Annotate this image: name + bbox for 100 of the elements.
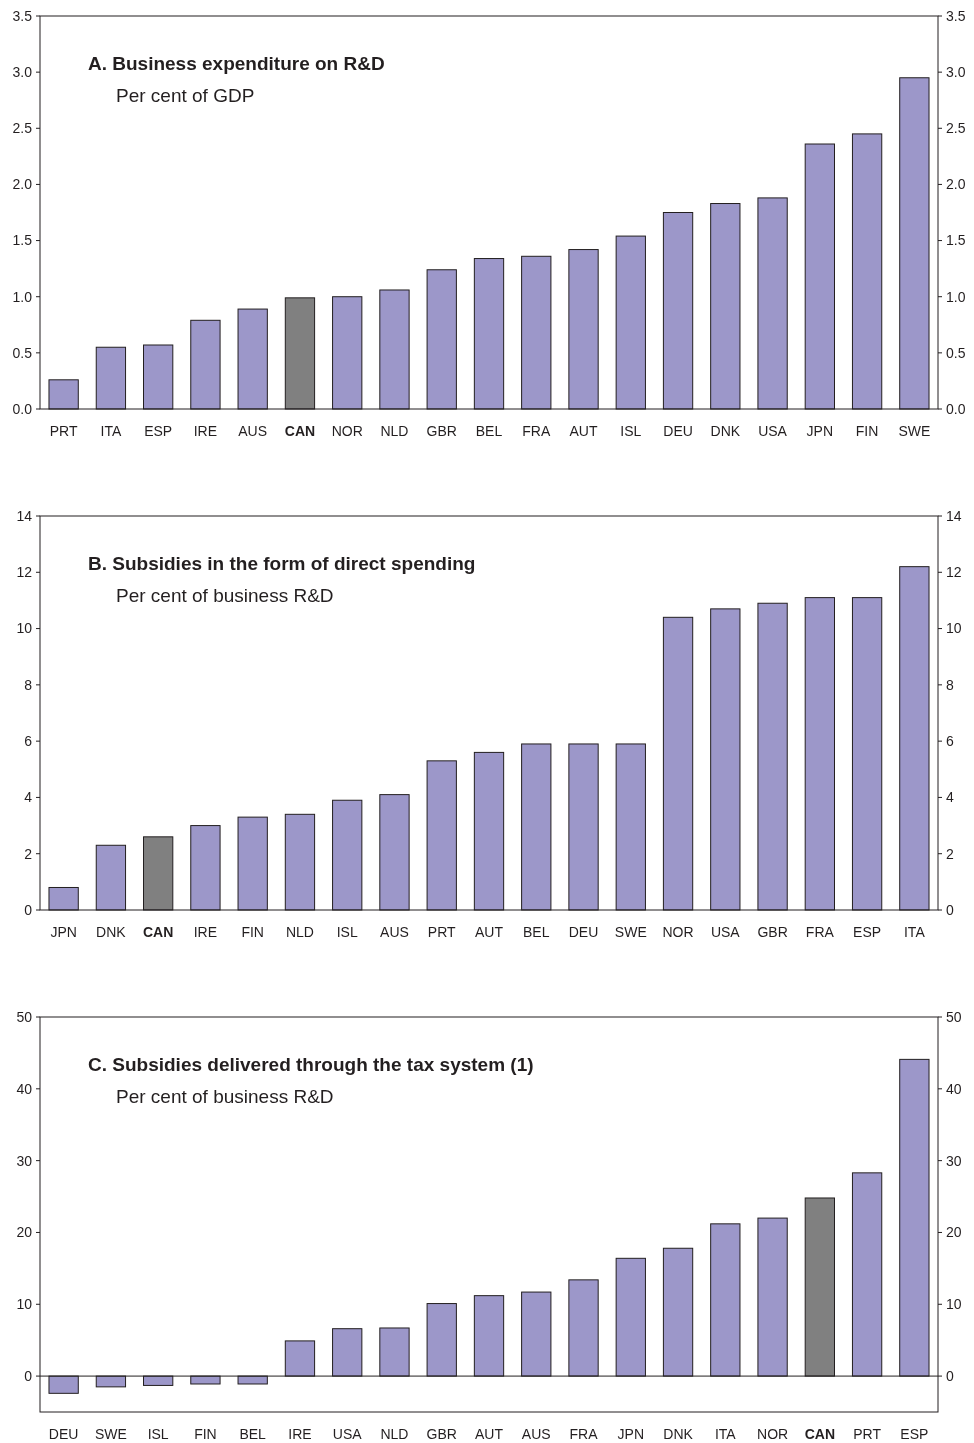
y-tick-label: 3.5 xyxy=(12,7,33,24)
y2-tick-label: 30 xyxy=(946,1152,962,1169)
x-tick-label: NLD xyxy=(380,423,409,439)
x-tick-label: ESP xyxy=(853,924,882,940)
x-tick-label: FRA xyxy=(522,423,551,439)
text: A. Business expenditure on R&D xyxy=(88,53,385,74)
y-tick-label: 14 xyxy=(16,507,33,524)
y2-tick-label: 6 xyxy=(946,733,954,750)
y-tick-label: 6 xyxy=(24,733,33,750)
text: Per cent of GDP xyxy=(116,85,255,106)
x-tick-label: JPN xyxy=(50,924,77,940)
x-tick-label: PRT xyxy=(49,423,78,439)
text: Per cent of business R&D xyxy=(116,1086,334,1107)
y2-tick-label: 2.0 xyxy=(946,176,966,193)
y-tick-label: 1.5 xyxy=(12,232,33,249)
x-tick-label: ESP xyxy=(900,1426,929,1442)
y-tick-label: 8 xyxy=(24,676,33,693)
x-tick-label: ESP xyxy=(144,423,173,439)
y2-tick-label: 20 xyxy=(946,1224,962,1241)
y-tick-label: 12 xyxy=(16,564,33,581)
y2-tick-label: 50 xyxy=(946,1008,962,1025)
x-tick-label: PRT xyxy=(853,1426,882,1442)
x-tick-label: IRE xyxy=(193,924,218,940)
y-tick-label: 0.5 xyxy=(12,344,33,361)
x-tick-label: ITA xyxy=(903,924,926,940)
y-tick-label: 0 xyxy=(24,1367,33,1384)
x-tick-label: DEU xyxy=(48,1426,79,1442)
x-tick-label: ITA xyxy=(100,423,122,439)
x-tick-label: FIN xyxy=(855,423,879,439)
x-tick-label: AUT xyxy=(475,1426,504,1442)
y2-tick-label: 0.0 xyxy=(946,400,966,417)
x-tick-label: ISL xyxy=(147,1426,169,1442)
x-tick-label: FRA xyxy=(805,924,835,940)
y-tick-label: 50 xyxy=(16,1008,33,1025)
x-tick-label: CAN xyxy=(804,1426,836,1442)
x-tick-label: DEU xyxy=(663,423,693,439)
y2-tick-label: 0.5 xyxy=(946,344,966,361)
x-tick-label: GBR xyxy=(426,1426,457,1442)
y-tick-label: 30 xyxy=(16,1152,33,1169)
y-tick-label: 10 xyxy=(16,620,33,637)
x-tick-label: BEL xyxy=(523,924,550,940)
x-tick-label: ISL xyxy=(336,924,358,940)
y-tick-label: 4 xyxy=(24,789,33,806)
x-tick-label: USA xyxy=(758,423,788,439)
x-tick-label: USA xyxy=(332,1426,363,1442)
x-tick-label: NLD xyxy=(380,1426,409,1442)
x-tick-label: NOR xyxy=(757,1426,789,1442)
y-tick-label: 2.0 xyxy=(12,176,33,193)
x-tick-label: AUT xyxy=(569,423,598,439)
x-tick-label: DNK xyxy=(663,1426,694,1442)
y-tick-label: 10 xyxy=(16,1296,33,1313)
x-tick-label: NOR xyxy=(331,423,363,439)
x-tick-label: CAN xyxy=(142,924,174,940)
y-tick-label: 0.0 xyxy=(12,400,33,417)
x-tick-label: SWE xyxy=(898,423,931,439)
text: Per cent of business R&D xyxy=(116,585,334,606)
x-tick-label: DNK xyxy=(710,423,741,439)
x-tick-label: FRA xyxy=(569,1426,599,1442)
x-tick-label: NOR xyxy=(662,924,694,940)
y2-tick-label: 0 xyxy=(946,1367,954,1384)
x-tick-label: SWE xyxy=(614,924,647,940)
x-tick-label: GBR xyxy=(757,924,788,940)
y2-tick-label: 10 xyxy=(946,1296,962,1313)
x-tick-label: AUS xyxy=(380,924,409,940)
x-tick-label: JPN xyxy=(617,1426,645,1442)
x-tick-label: ISL xyxy=(620,423,642,439)
y2-tick-label: 12 xyxy=(946,564,962,581)
x-tick-label: GBR xyxy=(426,423,457,439)
y2-tick-label: 1.5 xyxy=(946,232,966,249)
y2-tick-label: 2 xyxy=(946,845,954,862)
x-tick-label: CAN xyxy=(284,423,316,439)
y2-tick-label: 0 xyxy=(946,901,954,918)
text: B. Subsidies in the form of direct spending xyxy=(88,553,476,574)
y-tick-label: 2 xyxy=(24,845,33,862)
x-tick-label: BEL xyxy=(239,1426,267,1442)
y-tick-label: 1.0 xyxy=(12,288,33,305)
y-tick-label: 3.0 xyxy=(12,64,33,81)
y-tick-label: 40 xyxy=(16,1080,33,1097)
x-tick-label: IRE xyxy=(193,423,218,439)
x-tick-label: FIN xyxy=(194,1426,217,1442)
y2-tick-label: 3.0 xyxy=(946,64,966,81)
x-tick-label: NLD xyxy=(285,924,314,940)
x-tick-label: BEL xyxy=(475,423,503,439)
x-tick-label: ITA xyxy=(714,1426,737,1442)
x-tick-label: DEU xyxy=(568,924,599,940)
x-tick-label: PRT xyxy=(427,924,457,940)
y2-tick-label: 3.5 xyxy=(946,7,966,24)
y-tick-label: 0 xyxy=(24,901,33,918)
y-tick-label: 20 xyxy=(16,1224,33,1241)
y2-tick-label: 2.5 xyxy=(946,120,966,137)
x-tick-label: USA xyxy=(710,924,741,940)
y2-tick-label: 10 xyxy=(946,620,962,637)
x-tick-label: FIN xyxy=(241,924,264,940)
y2-tick-label: 1.0 xyxy=(946,288,966,305)
x-tick-label: SWE xyxy=(94,1426,127,1442)
y2-tick-label: 8 xyxy=(946,676,954,693)
y2-tick-label: 40 xyxy=(946,1080,962,1097)
x-tick-label: DNK xyxy=(96,924,127,940)
y2-tick-label: 4 xyxy=(946,789,954,806)
x-tick-label: AUS xyxy=(238,423,268,439)
